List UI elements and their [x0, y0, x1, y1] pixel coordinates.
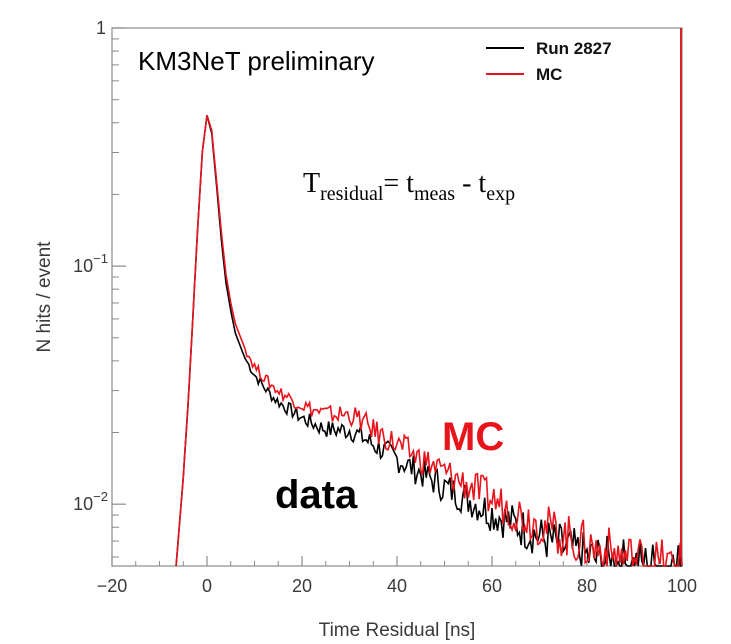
series-line-mc: [175, 115, 683, 567]
mc-label: MC: [442, 415, 504, 459]
formula-equals: = t: [383, 168, 414, 199]
formula-t-sub: residual: [320, 183, 384, 205]
formula-exp-sub: exp: [486, 183, 515, 205]
x-axis-title: Time Residual [ns]: [319, 620, 476, 641]
x-tick-label: 80: [577, 576, 597, 596]
y-axis: 1 10−1 10−2: [73, 18, 126, 558]
y-axis-title: N hits / event: [34, 241, 55, 353]
formula-minus: - t: [455, 168, 486, 199]
x-tick-label: 40: [387, 576, 407, 596]
x-tick-label: 60: [482, 576, 502, 596]
y-tick-label: 10−2: [73, 489, 108, 514]
preliminary-label: KM3NeT preliminary: [138, 46, 374, 76]
formula-t: T: [303, 168, 320, 199]
formula-meas-sub: meas: [414, 183, 455, 205]
x-tick-label: −20: [97, 576, 128, 596]
legend: Run 2827 MC: [486, 39, 612, 84]
y-tick-label: 10−1: [73, 251, 108, 276]
plot-frame: [111, 27, 683, 567]
x-tick-label: 100: [667, 576, 697, 596]
data-label: data: [275, 473, 358, 517]
x-tick-label: 20: [292, 576, 312, 596]
plot-frame-right-edge: [680, 28, 682, 566]
formula: Tresidual= tmeas - texp: [303, 168, 515, 205]
y-tick-label: 1: [96, 18, 106, 38]
legend-label-mc: MC: [536, 65, 562, 84]
series-layer: [175, 115, 683, 567]
legend-label-run: Run 2827: [536, 39, 612, 58]
x-tick-label: 0: [202, 576, 212, 596]
